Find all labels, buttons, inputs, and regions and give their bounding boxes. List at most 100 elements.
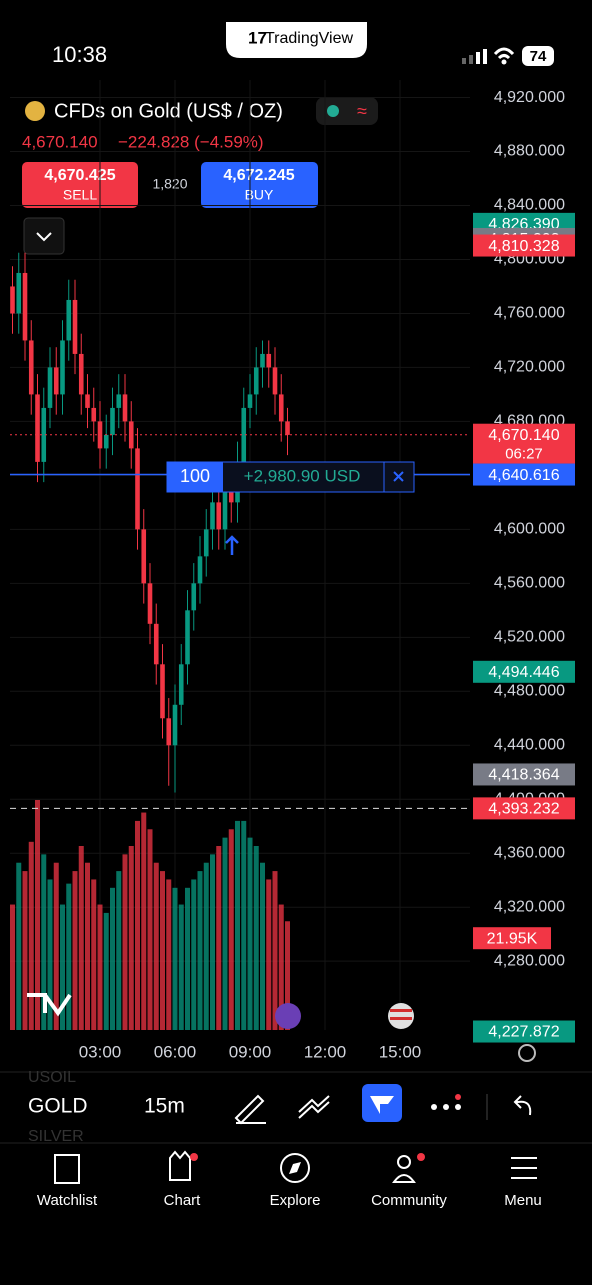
flag-stripe [390, 1017, 412, 1020]
buy-button[interactable] [201, 162, 318, 208]
price-label-box [473, 234, 575, 257]
candle-body [122, 394, 128, 422]
collapse-button[interactable] [23, 217, 65, 255]
candle-body [278, 394, 284, 422]
volume-bar [91, 879, 97, 1030]
volume-bar [122, 854, 128, 1030]
volume-bar [66, 883, 72, 1030]
tab-label[interactable]: Chart [164, 1192, 202, 1209]
volume-bar [147, 829, 153, 1030]
more-tools[interactable] [431, 1094, 461, 1110]
price-label-box [473, 763, 575, 786]
y-tick-label: 4,520.000 [494, 629, 565, 646]
volume-bar [278, 904, 284, 1030]
buy-arrow [225, 535, 239, 555]
draw-tool[interactable] [234, 1094, 266, 1125]
candle-body [66, 299, 72, 341]
events-icon[interactable] [275, 1003, 301, 1029]
status-pill [316, 97, 378, 125]
gold-icon [25, 101, 45, 121]
countdown: 06:27 [505, 446, 543, 463]
toolbar-interval[interactable]: 15m [144, 1095, 185, 1118]
candle-body [28, 340, 34, 395]
sell-button[interactable] [22, 162, 138, 208]
line-tool[interactable] [298, 1095, 330, 1119]
volume-bar [116, 871, 122, 1030]
candle-body [222, 488, 228, 530]
volume-bar [16, 862, 22, 1030]
volume-bar [285, 921, 290, 1030]
volume-bar [260, 862, 265, 1030]
position-pnl: +2,980.90 USD [244, 466, 361, 485]
volume-bar [266, 879, 272, 1030]
candle-body [285, 421, 290, 435]
us-flag-icon[interactable] [388, 1003, 414, 1029]
volume-bar [241, 820, 247, 1030]
y-tick-label: 4,840.000 [494, 197, 565, 214]
tab-label[interactable]: Community [371, 1192, 447, 1209]
chevron [36, 232, 52, 242]
volume-bar [222, 837, 228, 1030]
tab-label[interactable]: Watchlist [37, 1192, 98, 1209]
watchlist-icon [54, 1154, 80, 1184]
tab-label[interactable]: Menu [504, 1192, 542, 1209]
y-tick-label: 4,440.000 [494, 736, 565, 753]
volume-bar [10, 904, 15, 1030]
candle-body [60, 340, 65, 395]
candle-body [85, 394, 90, 408]
candle-body [260, 353, 265, 368]
tab-label[interactable]: Explore [270, 1192, 321, 1209]
candle-body [210, 502, 215, 530]
x-tick-label: 06:00 [154, 1042, 197, 1061]
candle-body [228, 488, 234, 503]
community-icon [397, 1155, 411, 1169]
candle-body [203, 529, 209, 557]
y-tick-label: 4,320.000 [494, 898, 565, 915]
volume-bar [197, 871, 203, 1030]
position-widget[interactable]: 100 +2,980.90 USD [166, 461, 415, 493]
volume-bar [191, 879, 197, 1030]
volume-bar [141, 812, 147, 1030]
toolbar-symbol[interactable]: GOLD [28, 1095, 88, 1118]
volume-bar [78, 846, 84, 1030]
y-tick-label: 4,360.000 [494, 844, 565, 861]
hint: SILVER [28, 1128, 84, 1145]
y-tick-label: 4,760.000 [494, 305, 565, 322]
sell-label: SELL [63, 187, 97, 203]
candle-body [197, 556, 203, 584]
y-tick-label: 4,480.000 [494, 683, 565, 700]
candle-body [216, 502, 222, 530]
candle-body [247, 394, 253, 408]
banner-text: TradingView [265, 30, 353, 47]
volume-bar [110, 887, 115, 1030]
candle-body [160, 664, 165, 719]
price-label: 4,810.328 [488, 238, 559, 255]
volume-bar [166, 879, 172, 1030]
candle-body [147, 583, 153, 624]
undo[interactable] [513, 1095, 532, 1116]
price-label: 4,670.140 [488, 427, 559, 444]
candle-body [22, 272, 28, 341]
close-position[interactable] [393, 471, 404, 482]
candle-body [135, 448, 140, 530]
clock: 10:38 [52, 42, 107, 67]
price-label-box [473, 797, 575, 820]
volume-bar [28, 841, 34, 1030]
volume-bar [135, 820, 140, 1030]
x-tick-label: 09:00 [229, 1042, 272, 1061]
template-icon [370, 1096, 394, 1114]
volume-label-box [473, 927, 551, 950]
candle-body [166, 718, 172, 746]
settings-icon[interactable] [518, 1044, 536, 1062]
last-price: 4,670.140 [22, 132, 98, 151]
volume-bar [53, 862, 59, 1030]
candle-body [10, 286, 15, 314]
candle-body [116, 394, 122, 408]
chart-icon [169, 1150, 191, 1181]
volume-bar [172, 887, 178, 1030]
y-tick-label: 4,920.000 [494, 89, 565, 106]
community-badge [417, 1153, 425, 1161]
volume-bar [185, 887, 190, 1030]
price-label: 4,494.446 [488, 664, 559, 681]
